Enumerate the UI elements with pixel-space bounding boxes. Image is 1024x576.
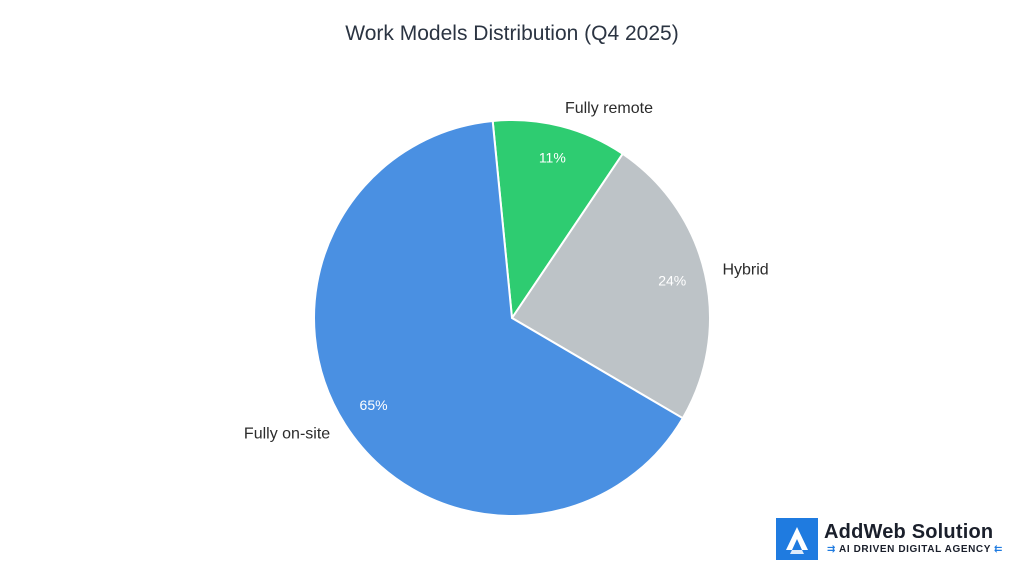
arrows-left-icon: ⇇ (994, 544, 1003, 555)
pie-category-label: Hybrid (722, 261, 768, 278)
pie-slice-hybrid (510, 152, 711, 420)
brand-logo: AddWeb Solution ⇉ AI DRIVEN DIGITAL AGEN… (776, 518, 1006, 560)
brand-tagline: AI DRIVEN DIGITAL AGENCY (839, 544, 992, 555)
pie-slices (313, 119, 711, 517)
pie-percent-label: 24% (658, 272, 686, 288)
pie-percent-label: 65% (360, 397, 388, 413)
arrows-right-icon: ⇉ (827, 544, 836, 555)
pie-percent-label: 11% (539, 149, 566, 165)
pie-slice-fully-on-site (313, 119, 685, 517)
pie-slice-fully-remote (491, 119, 625, 321)
brand-tagline-row: ⇉ AI DRIVEN DIGITAL AGENCY ⇇ (824, 543, 1006, 557)
pie-category-label: Fully remote (565, 100, 653, 117)
pie-labels: 11% Fully remote 24% Hybrid 65% Fully on-site (244, 100, 769, 443)
addweb-logo-icon (776, 518, 819, 560)
pie-category-label: Fully on-site (244, 425, 330, 442)
brand-name: AddWeb Solution (824, 521, 994, 543)
chart-title: Work Models Distribution (Q4 2025) (345, 22, 679, 45)
